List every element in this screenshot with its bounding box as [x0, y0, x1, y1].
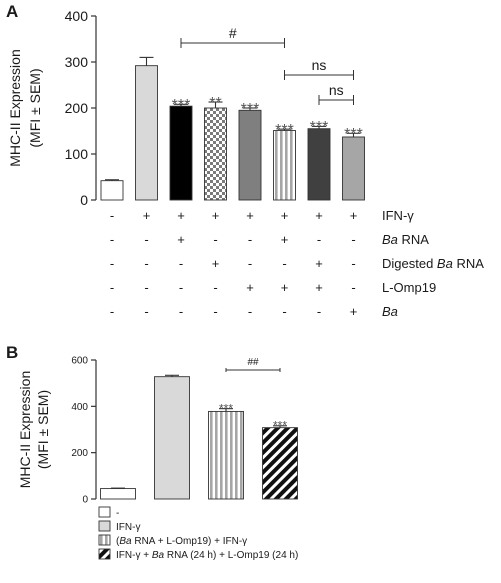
- panel-b-y-axis-label-line: (MFI ± SEM): [35, 390, 51, 469]
- panel-a-condition-value: -: [179, 256, 183, 271]
- panel-a-condition-value: -: [179, 304, 183, 319]
- panel-b-bar-1: [100, 488, 136, 500]
- panel-a-condition-value: -: [282, 304, 286, 319]
- panel-a-bar-8: [342, 136, 365, 201]
- panel-a-condition-value: +: [350, 208, 358, 223]
- panel-a-condition-value: +: [281, 208, 289, 223]
- panel-a-condition-value: +: [315, 208, 323, 223]
- panel-a-significance-label: ***: [344, 126, 363, 143]
- panel-b-legend-swatch: [98, 506, 111, 518]
- panel-a-condition-value: +: [246, 208, 254, 223]
- panel-a-condition-value: -: [282, 256, 286, 271]
- panel-a-y-axis-label-line: MHC-II Expression: [7, 49, 23, 166]
- panel-a-y-tick-label: 0: [80, 192, 88, 208]
- panel-a-condition-value: -: [317, 232, 321, 247]
- panel-b-legend-swatch: [98, 548, 111, 560]
- panel-a-significance-label: ***: [275, 122, 294, 139]
- panel-a-bracket-label: ns: [329, 82, 344, 98]
- panel-a-y-tick-label: 300: [65, 54, 89, 70]
- panel-a-condition-value: +: [246, 280, 254, 295]
- panel-a-y-tick-label: 400: [65, 8, 89, 24]
- panel-a-y-axis-label: MHC-II Expression (MFI ± SEM): [7, 49, 43, 166]
- panel-a-condition-name: IFN-γ: [382, 208, 414, 223]
- panel-a-condition-value: +: [315, 256, 323, 271]
- panel-a-condition-value: -: [248, 232, 252, 247]
- panel-a-bar-7: [307, 128, 331, 201]
- panel-b-significance-label: ***: [219, 401, 233, 415]
- panel-a-condition-name: L-Omp19: [382, 280, 436, 295]
- panel-a-bar-4: [204, 107, 227, 201]
- panel-a-condition-value: -: [213, 280, 217, 295]
- panel-a-significance-label: ***: [172, 97, 191, 114]
- panel-a-condition-value: -: [351, 280, 355, 295]
- panel-b-y-tick-label: 0: [82, 495, 88, 506]
- panel-a-condition-value: -: [110, 232, 114, 247]
- panel-a-condition-value: -: [144, 280, 148, 295]
- panel-a-condition-value: -: [248, 256, 252, 271]
- panel-a-y-tick-label: 100: [65, 146, 89, 162]
- panel-b: B 0 200 400 600 MHC-II Expression (MFI ± SEM) *…: [6, 343, 298, 561]
- panel-a-condition-name: Ba RNA: [382, 232, 429, 247]
- panel-a-bar-6: [273, 130, 296, 201]
- panel-a-condition-value: -: [351, 256, 355, 271]
- panel-a-significance-label: ***: [241, 101, 260, 118]
- panel-a-bracket-label: ns: [312, 57, 327, 73]
- panel-a-condition-name: Ba: [382, 304, 398, 319]
- panel-b-significance-label: ***: [273, 418, 287, 432]
- panel-a: A 0 100 200 300 400 MHC-II Expression (MFI ± SE…: [6, 2, 484, 319]
- panel-a-bar-5: [238, 109, 262, 201]
- panel-a-condition-value: +: [350, 304, 358, 319]
- panel-a-condition-value: -: [144, 232, 148, 247]
- panel-a-condition-value: +: [212, 208, 220, 223]
- panel-a-condition-value: +: [177, 208, 185, 223]
- panel-a-y-tick-label: 200: [65, 100, 89, 116]
- panel-b-legend-entry: (Ba RNA + L-Omp19) + IFN-γ: [116, 536, 247, 547]
- panel-a-condition-value: -: [110, 304, 114, 319]
- panel-a-significance-label: **: [209, 95, 221, 112]
- panel-b-y-axis-label-line: MHC-II Expression: [17, 371, 33, 488]
- panel-a-condition-value: -: [144, 304, 148, 319]
- panel-b-legend-swatch: [98, 520, 111, 532]
- panel-a-condition-value: +: [315, 280, 323, 295]
- panel-b-bar-4: [262, 427, 298, 500]
- panel-a-condition-value: +: [177, 232, 185, 247]
- panel-b-legend-swatch: [98, 534, 111, 546]
- panel-a-condition-value: +: [143, 208, 151, 223]
- panel-b-legend-entry: IFN-γ: [116, 522, 140, 533]
- panel-b-panel-letter: B: [6, 343, 18, 362]
- panel-b-y-tick-label: 200: [71, 448, 88, 459]
- panel-b-bar-3: [208, 410, 244, 500]
- panel-a-bar-1: [100, 180, 124, 201]
- panel-a-condition-value: -: [213, 232, 217, 247]
- panel-a-condition-value: +: [281, 280, 289, 295]
- panel-b-bar-2: [154, 376, 190, 500]
- panel-b-y-tick-label: 600: [71, 356, 88, 367]
- panel-a-condition-name: Digested Ba RNA: [382, 256, 484, 271]
- panel-a-condition-value: -: [317, 304, 321, 319]
- panel-b-y-tick-label: 400: [71, 402, 88, 413]
- panel-a-condition-value: -: [179, 280, 183, 295]
- panel-a-condition-value: -: [144, 256, 148, 271]
- panel-a-bar-3: [169, 105, 193, 201]
- panel-a-condition-value: +: [212, 256, 220, 271]
- panel-b-legend-entry: IFN-γ + Ba RNA (24 h) + L-Omp19 (24 h): [116, 550, 298, 561]
- panel-a-condition-value: -: [110, 280, 114, 295]
- panel-a-condition-value: -: [110, 256, 114, 271]
- panel-a-panel-letter: A: [6, 2, 18, 21]
- panel-a-condition-value: +: [281, 232, 289, 247]
- panel-b-y-axis-label: MHC-II Expression (MFI ± SEM): [17, 371, 51, 488]
- panel-a-significance-label: ***: [310, 119, 329, 136]
- panel-b-legend-entry: -: [116, 508, 119, 519]
- panel-a-y-axis-label-line: (MFI ± SEM): [27, 68, 43, 147]
- panel-a-condition-value: -: [248, 304, 252, 319]
- panel-a-condition-value: -: [110, 208, 114, 223]
- panel-a-condition-value: -: [213, 304, 217, 319]
- panel-a-bracket-label: #: [229, 25, 237, 41]
- panel-b-bracket-label: ##: [247, 357, 259, 368]
- panel-a-bar-2: [135, 65, 158, 201]
- panel-a-condition-value: -: [351, 232, 355, 247]
